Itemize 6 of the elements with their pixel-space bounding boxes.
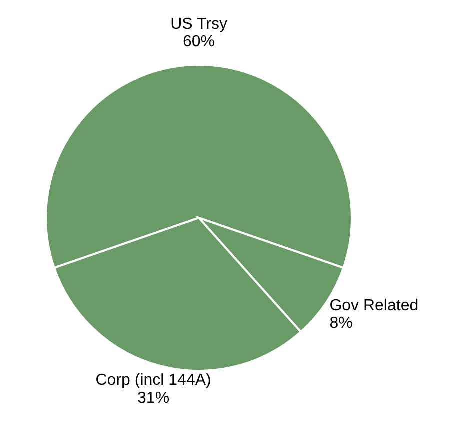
- slice-label: US Trsy: [170, 16, 228, 33]
- slice-label: Gov Related: [330, 297, 419, 314]
- data-label: 60%: [182, 34, 216, 51]
- data-label: 31%: [138, 390, 170, 407]
- slice-label: Corp (incl 144A): [96, 372, 212, 390]
- data-label: 8%: [330, 314, 353, 332]
